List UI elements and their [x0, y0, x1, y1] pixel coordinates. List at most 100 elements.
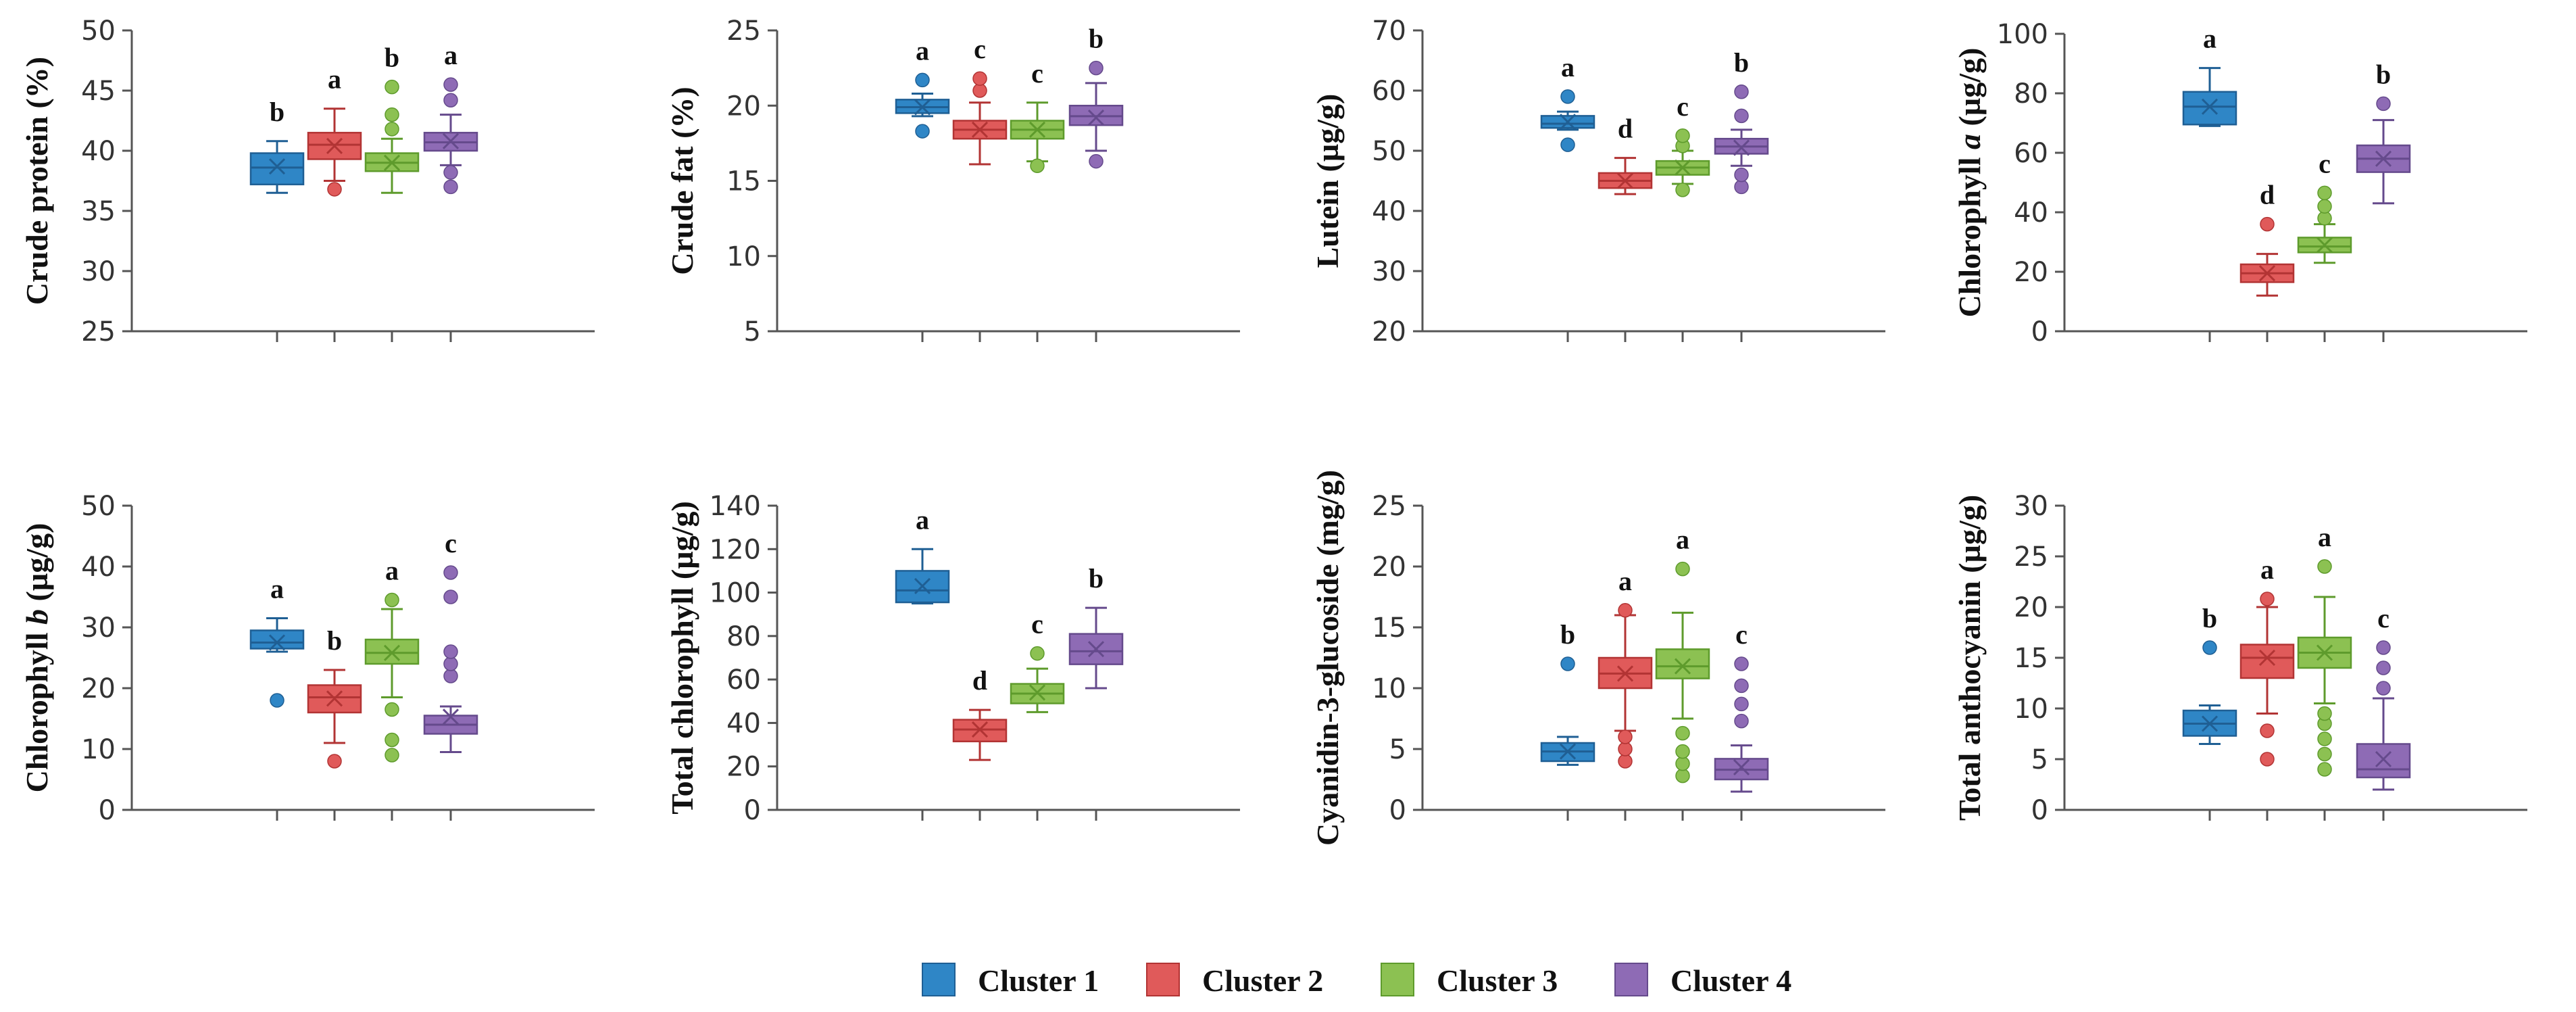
- outlier-point: [1618, 754, 1633, 769]
- outlier-point: [2317, 731, 2332, 746]
- mean-marker: [1029, 684, 1046, 701]
- outlier-point: [1734, 179, 1749, 195]
- y-tick-label: 30: [81, 612, 116, 644]
- outlier-point: [385, 122, 399, 137]
- box-cluster-1: a: [2182, 24, 2237, 342]
- mean-marker: [2201, 715, 2219, 732]
- box-cluster-4: c: [2356, 603, 2411, 821]
- box-cluster-3: a: [2297, 522, 2352, 821]
- y-tick-label: 30: [81, 256, 116, 287]
- significance-letter: b: [2376, 59, 2391, 89]
- y-tick-label: 25: [1372, 491, 1406, 522]
- mean-marker: [2258, 649, 2276, 667]
- box-cluster-2: d: [1597, 114, 1653, 342]
- iqr-box: [249, 629, 305, 650]
- outlier-point: [1734, 696, 1749, 712]
- box-cluster-4: b: [2356, 59, 2411, 342]
- y-axis-title: Chlorophyll a (µg/g): [1952, 48, 1987, 318]
- outlier-point: [443, 644, 458, 659]
- y-tick-label: 0: [1389, 795, 1406, 826]
- iqr-box: [2239, 644, 2295, 679]
- box-cluster-1: a: [895, 35, 950, 342]
- significance-letter: a: [1618, 566, 1632, 596]
- outlier-point: [1560, 89, 1575, 104]
- y-tick-label: 20: [2014, 592, 2048, 623]
- mean-marker: [2375, 750, 2392, 768]
- outlier-point: [1734, 656, 1749, 671]
- y-tick-label: 10: [81, 734, 116, 765]
- iqr-box: [307, 132, 362, 160]
- y-axis-title-part: Cyanidin-3-glucoside (mg/g): [1310, 470, 1345, 846]
- outlier-point: [2317, 762, 2332, 777]
- box-cluster-3: c: [1010, 58, 1065, 342]
- y-tick-label: 140: [710, 491, 761, 522]
- panel-crude-fat: 5 10 15 20 25 Crude fat (%) a c c b: [665, 16, 1240, 347]
- outlier-point: [443, 179, 458, 195]
- outlier-point: [2317, 185, 2332, 201]
- outlier-point: [327, 182, 342, 197]
- y-tick-label: 5: [1389, 734, 1406, 765]
- outlier-point: [1675, 183, 1690, 197]
- significance-letter: a: [916, 35, 929, 66]
- significance-letter: b: [270, 97, 284, 127]
- y-axis-title-part: Chlorophyll: [20, 625, 54, 792]
- box-cluster-3: b: [364, 43, 420, 342]
- mean-marker: [1087, 641, 1105, 658]
- y-tick-label: 0: [2031, 795, 2048, 826]
- outlier-point: [2376, 660, 2391, 675]
- outlier-point: [443, 77, 458, 92]
- significance-letter: d: [2260, 180, 2275, 210]
- outlier-point: [1030, 646, 1045, 661]
- outlier-point: [385, 732, 399, 748]
- y-tick-label: 50: [81, 491, 116, 522]
- mean-marker: [383, 644, 401, 661]
- y-tick-label: 20: [1372, 316, 1406, 347]
- box-cluster-4: c: [1714, 619, 1769, 821]
- outlier-point: [1734, 713, 1749, 729]
- mean-marker: [1087, 109, 1105, 126]
- y-tick-label: 120: [710, 534, 761, 565]
- mean-marker: [971, 721, 989, 738]
- y-axis-title-italic-part: a: [1952, 134, 1987, 149]
- significance-letter: c: [445, 528, 457, 558]
- y-tick-label: 20: [726, 752, 761, 783]
- box-cluster-1: a: [1540, 52, 1595, 342]
- box-cluster-4: a: [423, 40, 478, 342]
- panel-crude-protein: 25 30 35 40 45 50 Crude protein (%) b a b a: [20, 16, 595, 347]
- outlier-point: [2376, 681, 2391, 696]
- significance-letter: d: [972, 665, 987, 696]
- outlier-point: [2260, 752, 2275, 767]
- outlier-point: [1675, 756, 1690, 771]
- box-cluster-3: a: [1655, 525, 1710, 821]
- outlier-point: [1734, 167, 1749, 183]
- outlier-point: [2260, 723, 2275, 738]
- outlier-point: [1675, 744, 1690, 759]
- significance-letter: a: [916, 504, 929, 535]
- mean-marker: [1616, 172, 1634, 189]
- box-cluster-2: d: [952, 665, 1008, 821]
- legend-label-cluster-1: Cluster 1: [978, 963, 1099, 998]
- y-tick-label: 100: [710, 578, 761, 609]
- mean-marker: [971, 121, 989, 138]
- box-cluster-3: a: [364, 556, 420, 821]
- outlier-point: [443, 565, 458, 580]
- outlier-point: [915, 72, 930, 88]
- significance-letter: b: [385, 43, 399, 73]
- box-cluster-3: c: [1010, 609, 1065, 821]
- panel-total-anthocyanin: 0 5 10 15 20 25 30 Total anthocyanin (µg/g) b a a c: [1952, 491, 2527, 826]
- mean-marker: [1616, 665, 1634, 682]
- box-cluster-2: d: [2239, 180, 2295, 342]
- significance-letter: b: [1734, 47, 1749, 78]
- y-tick-label: 35: [81, 196, 116, 227]
- iqr-box: [1655, 648, 1710, 679]
- y-tick-label: 80: [2014, 78, 2048, 110]
- significance-letter: c: [2319, 148, 2331, 178]
- box-cluster-4: b: [1068, 563, 1124, 821]
- y-axis-title-part: Total chlorophyll (µg/g): [665, 501, 699, 815]
- outlier-point: [1618, 603, 1633, 618]
- y-tick-label: 45: [81, 76, 116, 107]
- y-tick-label: 20: [726, 91, 761, 122]
- outlier-point: [385, 702, 399, 717]
- outlier-point: [2376, 640, 2391, 655]
